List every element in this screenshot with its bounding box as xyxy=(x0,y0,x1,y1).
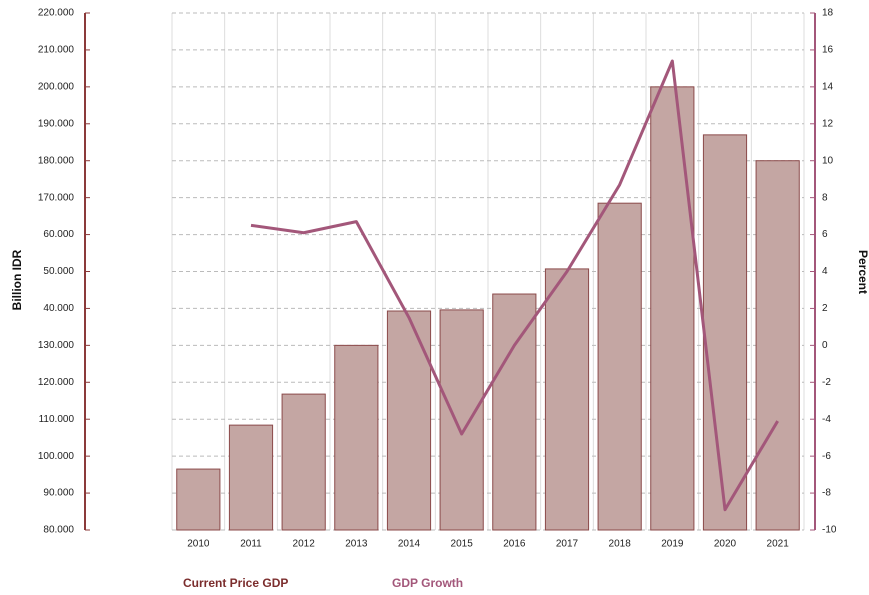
y-tick-label: 90.000 xyxy=(43,488,74,499)
y-tick-label: 200.000 xyxy=(38,81,75,92)
bar xyxy=(702,134,748,531)
y2-tick-label: 14 xyxy=(822,81,834,92)
y2-tick-label: 16 xyxy=(822,45,834,56)
y2-axis-title: Percent xyxy=(856,250,869,294)
y-tick-label: 110.000 xyxy=(39,414,75,425)
y2-tick-label: -10 xyxy=(822,525,837,536)
x-tick-label: 2018 xyxy=(609,539,632,550)
x-tick-label: 2011 xyxy=(240,539,262,550)
x-tick-label: 2020 xyxy=(714,539,737,550)
bar xyxy=(228,424,274,531)
y-tick-label: 80.000 xyxy=(43,525,74,536)
bar xyxy=(386,310,432,531)
bar xyxy=(176,468,221,531)
y2-tick-label: -4 xyxy=(822,414,831,425)
bar xyxy=(492,293,537,531)
y2-tick-label: -8 xyxy=(822,488,831,499)
x-tick-label: 2019 xyxy=(661,539,684,550)
bar xyxy=(597,202,642,531)
y-tick-label: 170.000 xyxy=(38,192,75,203)
legend-label: Current Price GDP xyxy=(183,576,288,590)
y-tick-label: 60.000 xyxy=(43,229,74,240)
y-tick-label: 130.000 xyxy=(38,340,75,351)
bar xyxy=(281,393,326,531)
bar xyxy=(439,309,484,531)
y2-tick-label: 4 xyxy=(822,266,828,277)
x-tick-label: 2021 xyxy=(767,539,790,550)
bar xyxy=(755,160,800,531)
bar xyxy=(650,86,695,531)
y-tick-label: 220.000 xyxy=(38,8,75,19)
y-tick-label: 190.000 xyxy=(38,118,75,129)
y2-tick-label: 12 xyxy=(822,118,834,129)
y2-tick-label: 8 xyxy=(822,192,828,203)
x-tick-label: 2010 xyxy=(187,539,210,550)
x-tick-label: 2012 xyxy=(293,539,316,550)
y-tick-label: 40.000 xyxy=(43,303,74,314)
bar xyxy=(334,344,379,531)
x-tick-label: 2015 xyxy=(451,539,474,550)
y-tick-label: 50.000 xyxy=(43,266,74,277)
x-tick-label: 2017 xyxy=(556,539,579,550)
x-tick-label: 2014 xyxy=(398,539,421,550)
bar xyxy=(544,268,590,531)
y2-tick-label: 0 xyxy=(822,340,828,351)
line xyxy=(250,59,779,512)
y-tick-label: 210.000 xyxy=(38,45,75,56)
y-tick-label: 120.000 xyxy=(38,377,75,388)
y-tick-label: 100.000 xyxy=(38,451,75,462)
x-tick-label: 2013 xyxy=(345,539,368,550)
y-axis-title: Billion IDR xyxy=(10,249,24,310)
y2-tick-label: 18 xyxy=(822,8,834,19)
y2-tick-label: -6 xyxy=(822,451,831,462)
x-tick-label: 2016 xyxy=(503,539,526,550)
y2-tick-label: -2 xyxy=(822,377,831,388)
y-tick-label: 180.000 xyxy=(38,155,75,166)
y2-tick-label: 2 xyxy=(822,303,828,314)
y2-tick-label: 10 xyxy=(822,155,834,166)
legend-label: GDP Growth xyxy=(392,576,463,590)
y2-tick-label: 6 xyxy=(822,229,828,240)
